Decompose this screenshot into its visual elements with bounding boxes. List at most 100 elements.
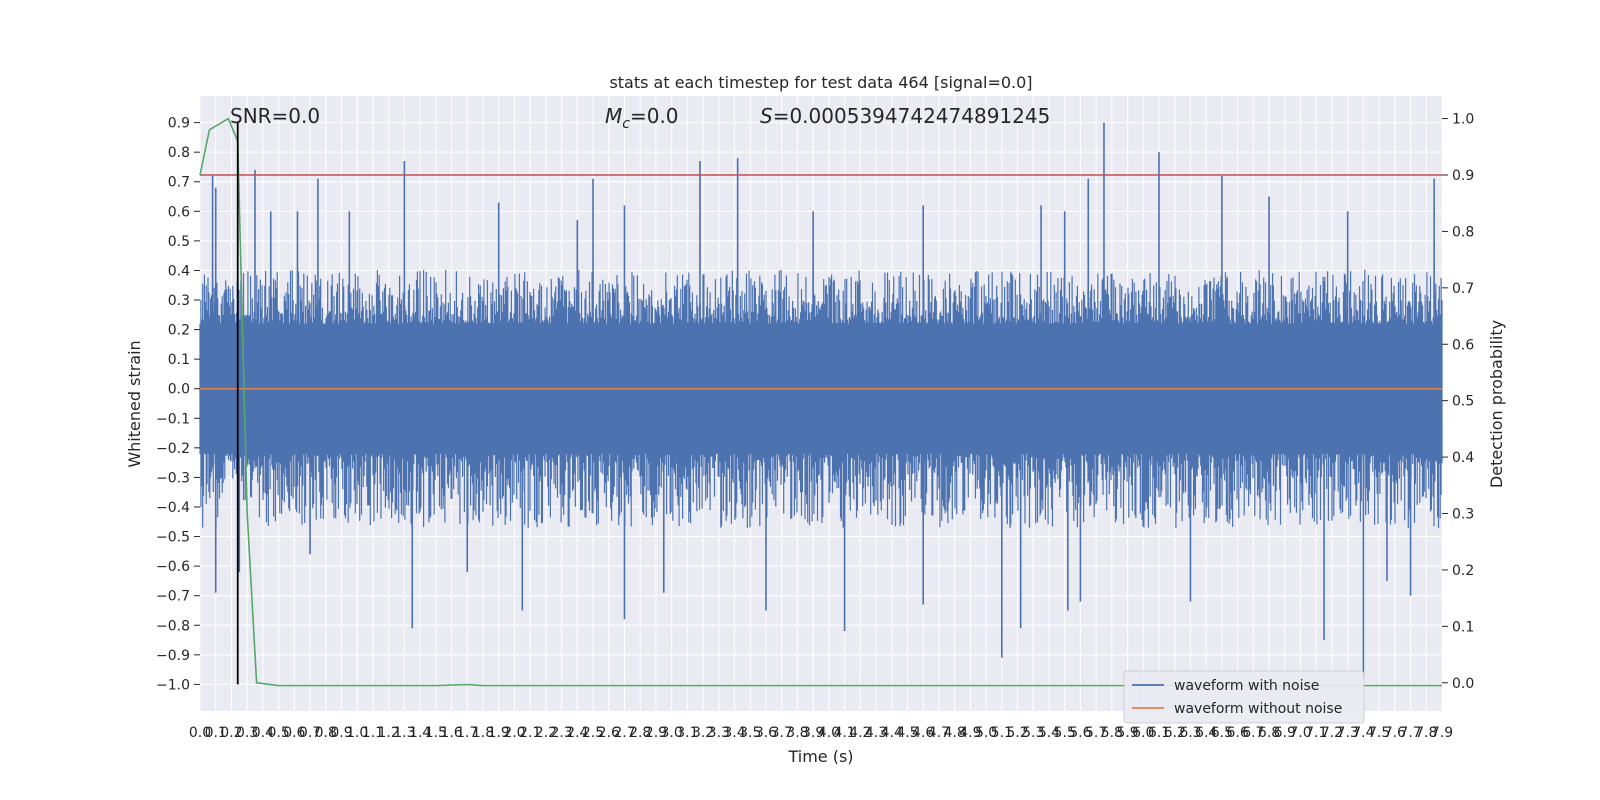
x-tick-label: 4.2 (849, 725, 871, 741)
x-tick-label: 0.6 (283, 725, 305, 741)
x-tick-label: 3.4 (723, 725, 745, 741)
x-tick-label: 1.0 (346, 725, 368, 741)
y-tick-label: 0.3 (168, 293, 190, 309)
y2-tick-labels: 1.0 0.9 0.8 0.7 0.6 0.5 0.4 0.3 0.2 0.1 0.0 (1442, 112, 1474, 692)
x-tick-label: 0.1 (205, 725, 227, 741)
legend-label-noise: waveform with noise (1174, 678, 1319, 694)
x-tick-label: 2.6 (598, 725, 620, 741)
x-tick-label: 3.7 (771, 725, 793, 741)
x-tick-label: 2.4 (566, 725, 588, 741)
x-tick-label: 1.7 (456, 725, 478, 741)
x-tick-label: 5.2 (1006, 725, 1028, 741)
x-tick-label: 4.1 (833, 725, 855, 741)
y-tick-label: −0.6 (156, 559, 190, 575)
x-tick-label: 5.9 (1116, 725, 1138, 741)
x-tick-label: 7.5 (1368, 725, 1390, 741)
x-tick-label: 5.7 (1085, 725, 1107, 741)
x-tick-label: 5.4 (1038, 725, 1060, 741)
x-tick-label: 3.6 (755, 725, 777, 741)
x-tick-label: 7.1 (1305, 725, 1327, 741)
x-tick-label: 4.9 (959, 725, 981, 741)
x-tick-label: 6.8 (1258, 725, 1280, 741)
x-tick-label: 1.3 (393, 725, 415, 741)
x-tick-label: 7.6 (1384, 725, 1406, 741)
x-tick-label: 7.0 (1289, 725, 1311, 741)
x-tick-label: 2.8 (629, 725, 651, 741)
x-tick-label: 5.3 (1022, 725, 1044, 741)
y2-tick-label: 0.5 (1452, 394, 1474, 410)
x-tick-label: 5.8 (1101, 725, 1123, 741)
x-tick-label: 2.7 (613, 725, 635, 741)
x-tick-labels: 0.00.10.20.30.40.50.60.70.80.91.01.11.21… (189, 725, 1453, 741)
x-tick-label: 7.4 (1352, 725, 1374, 741)
y-tick-label: 0.1 (168, 352, 190, 368)
y-tick-label: 0.8 (168, 145, 190, 161)
x-tick-label: 4.8 (944, 725, 966, 741)
chart-title: stats at each timestep for test data 464… (609, 73, 1032, 92)
x-tick-label: 5.0 (975, 725, 997, 741)
snr-annotation: SNR=0.0 (230, 104, 320, 128)
x-tick-label: 4.3 (865, 725, 887, 741)
x-tick-label: 1.9 (488, 725, 510, 741)
y-tick-label: 0.0 (168, 382, 190, 398)
y2-tick-label: 0.9 (1452, 168, 1474, 184)
x-tick-label: 2.5 (582, 725, 604, 741)
y-tick-label: 0.2 (168, 323, 190, 339)
y-tick-label: −0.5 (156, 530, 190, 546)
y-tick-label: 0.4 (168, 263, 190, 279)
x-axis-label: Time (s) (787, 747, 853, 766)
x-tick-label: 2.2 (535, 725, 557, 741)
x-tick-label: 2.3 (550, 725, 572, 741)
x-tick-label: 6.5 (1211, 725, 1233, 741)
y-axis-label: Whitened strain (125, 340, 144, 467)
legend: waveform with noise waveform without noi… (1123, 670, 1365, 724)
x-tick-label: 0.4 (252, 725, 274, 741)
x-tick-label: 0.0 (189, 725, 211, 741)
x-tick-label: 6.2 (1164, 725, 1186, 741)
x-tick-label: 4.6 (912, 725, 934, 741)
x-tick-label: 1.1 (362, 725, 384, 741)
x-tick-label: 2.9 (645, 725, 667, 741)
mc-annotation: Mc=0.0 (605, 104, 679, 132)
x-tick-label: 7.9 (1431, 725, 1453, 741)
y2-tick-label: 0.4 (1452, 450, 1474, 466)
y-tick-label: −0.3 (156, 470, 190, 486)
y-tick-label: −0.8 (156, 618, 190, 634)
x-tick-label: 5.6 (1069, 725, 1091, 741)
detection-probability-line (199, 117, 1442, 687)
x-tick-label: 7.7 (1399, 725, 1421, 741)
y-tick-label: 0.9 (168, 116, 190, 132)
y2-tick-label: 0.8 (1452, 224, 1474, 240)
y2-tick-label: 1.0 (1452, 112, 1474, 128)
y-tick-label: −0.1 (156, 411, 190, 427)
x-tick-label: 6.9 (1274, 725, 1296, 741)
y-tick-label: 0.6 (168, 204, 190, 220)
s-annotation: S=0.0005394742474891245 (760, 104, 1050, 128)
x-tick-label: 6.4 (1195, 725, 1217, 741)
x-tick-label: 4.7 (928, 725, 950, 741)
x-tick-label: 1.2 (378, 725, 400, 741)
x-tick-label: 4.0 (818, 725, 840, 741)
x-tick-label: 4.5 (896, 725, 918, 741)
x-tick-label: 0.5 (267, 725, 289, 741)
x-tick-label: 5.5 (1054, 725, 1076, 741)
y2-tick-label: 0.1 (1452, 619, 1474, 635)
y2-tick-label: 0.7 (1452, 281, 1474, 297)
x-tick-label: 1.5 (425, 725, 447, 741)
y2-tick-label: 0.0 (1452, 676, 1474, 692)
x-tick-label: 0.2 (220, 725, 242, 741)
x-tick-label: 3.8 (786, 725, 808, 741)
y-tick-label: 0.5 (168, 234, 190, 250)
y2-tick-label: 0.6 (1452, 337, 1474, 353)
y-tick-labels: 0.9 0.8 0.7 0.6 0.5 0.4 0.3 0.2 0.1 0.0 −0.1 −0.2 −0… (156, 116, 200, 693)
y-tick-label: −1.0 (156, 677, 190, 693)
x-tick-label: 2.1 (519, 725, 541, 741)
x-tick-label: 6.6 (1226, 725, 1248, 741)
waveform-spikes (211, 122, 1435, 679)
y2-axis-label: Detection probability (1487, 320, 1506, 488)
x-tick-label: 3.3 (708, 725, 730, 741)
y-tick-label: −0.7 (156, 589, 190, 605)
x-tick-label: 6.1 (1148, 725, 1170, 741)
x-tick-label: 3.2 (692, 725, 714, 741)
x-tick-label: 1.8 (472, 725, 494, 741)
